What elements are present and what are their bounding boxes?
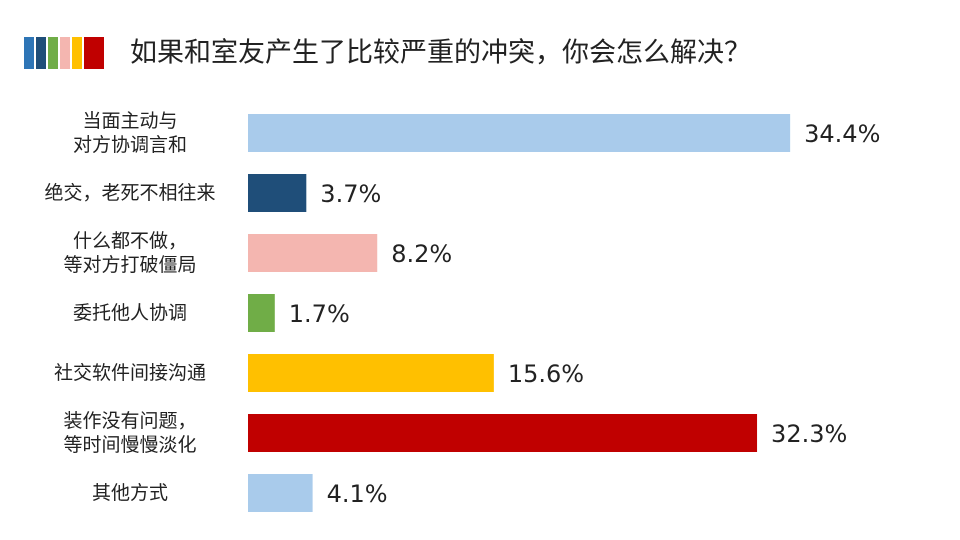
chart-title: 如果和室友产生了比较严重的冲突，你会怎么解决？	[130, 38, 751, 69]
category-line: 当面主动与	[82, 110, 177, 132]
value-label: 34.4%	[804, 120, 880, 148]
title-decoration	[24, 37, 104, 69]
bar	[248, 234, 378, 272]
value-label: 15.6%	[508, 360, 584, 388]
category-label: 绝交，老死不相往来	[44, 182, 215, 204]
value-label: 1.7%	[289, 300, 350, 328]
bar	[248, 114, 791, 152]
category-line: 其他方式	[92, 482, 168, 504]
bar	[248, 414, 758, 452]
value-label: 3.7%	[320, 180, 381, 208]
category-label: 社交软件间接沟通	[54, 362, 206, 384]
category-label: 装作没有问题，等时间慢慢淡化	[63, 410, 196, 456]
bar	[248, 354, 494, 392]
bar	[248, 474, 313, 512]
category-label: 当面主动与对方协调言和	[73, 110, 187, 156]
category-label: 委托他人协调	[73, 302, 187, 324]
category-line: 什么都不做，	[73, 230, 187, 252]
category-line: 委托他人协调	[73, 302, 187, 324]
category-label: 其他方式	[92, 482, 168, 504]
value-label: 4.1%	[327, 480, 388, 508]
category-line: 等对方打破僵局	[63, 254, 196, 276]
category-line: 绝交，老死不相往来	[44, 182, 215, 204]
bar	[248, 294, 275, 332]
bar	[248, 174, 307, 212]
category-line: 社交软件间接沟通	[54, 362, 206, 384]
value-label: 32.3%	[771, 420, 847, 448]
category-line: 等时间慢慢淡化	[63, 434, 196, 456]
value-label: 8.2%	[391, 240, 452, 268]
category-label: 什么都不做，等对方打破僵局	[63, 230, 196, 276]
category-line: 装作没有问题，	[63, 410, 196, 432]
category-line: 对方协调言和	[73, 134, 187, 156]
